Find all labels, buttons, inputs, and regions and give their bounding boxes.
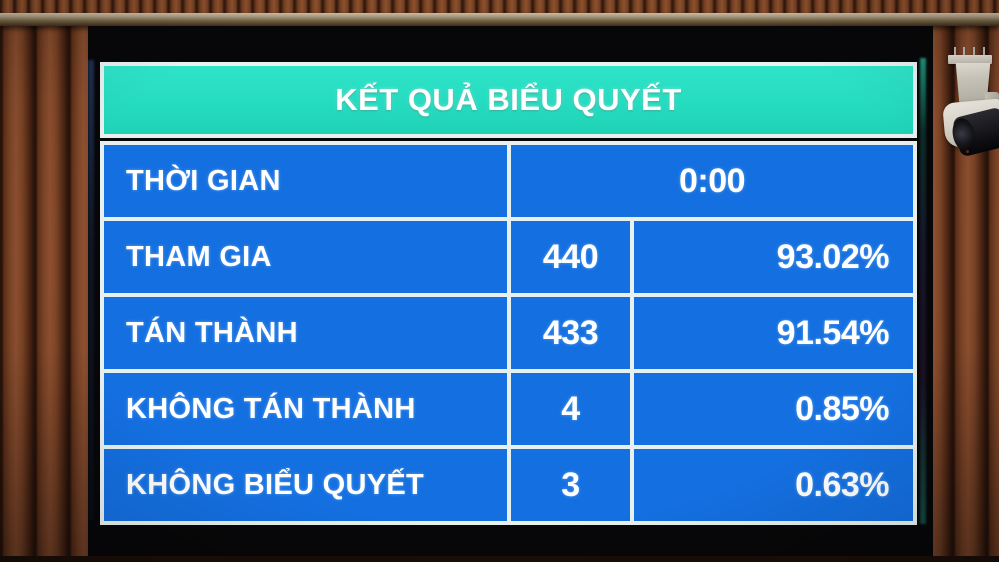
row-percent: 0.85%: [634, 373, 913, 445]
voting-results-table: THỜI GIAN 0:00 THAM GIA 440 93.02% TÁN T…: [100, 141, 917, 525]
row-percent: 93.02%: [634, 221, 913, 293]
table-row-time: THỜI GIAN 0:00: [104, 145, 913, 217]
row-percent: 91.54%: [634, 297, 913, 369]
screen-reflection-left: [88, 60, 94, 520]
board-title: KẾT QUẢ BIỂU QUYẾT: [335, 82, 682, 117]
wood-paneling-top: [0, 0, 999, 14]
board-title-panel: KẾT QUẢ BIỂU QUYẾT: [100, 62, 917, 138]
table-row-participation: THAM GIA 440 93.02%: [104, 221, 913, 293]
table-row-approve: TÁN THÀNH 433 91.54%: [104, 297, 913, 369]
led-voting-screen: KẾT QUẢ BIỂU QUYẾT THỜI GIAN 0:00 THAM G…: [88, 26, 933, 556]
table-row-disapprove: KHÔNG TÁN THÀNH 4 0.85%: [104, 373, 913, 445]
bottom-shadow: [0, 556, 999, 562]
row-time-value: 0:00: [511, 145, 913, 217]
screen-reflection-right: [920, 58, 926, 524]
row-percent: 0.63%: [634, 449, 913, 521]
row-label: KHÔNG TÁN THÀNH: [104, 373, 507, 445]
row-label: TÁN THÀNH: [104, 297, 507, 369]
row-count: 440: [511, 221, 630, 293]
row-label: KHÔNG BIỂU QUYẾT: [104, 449, 507, 521]
row-label: THỜI GIAN: [104, 145, 507, 217]
wall-rail: [0, 13, 999, 26]
row-count: 4: [511, 373, 630, 445]
table-row-abstain: KHÔNG BIỂU QUYẾT 3 0.63%: [104, 449, 913, 521]
row-count: 433: [511, 297, 630, 369]
row-label: THAM GIA: [104, 221, 507, 293]
row-count: 3: [511, 449, 630, 521]
